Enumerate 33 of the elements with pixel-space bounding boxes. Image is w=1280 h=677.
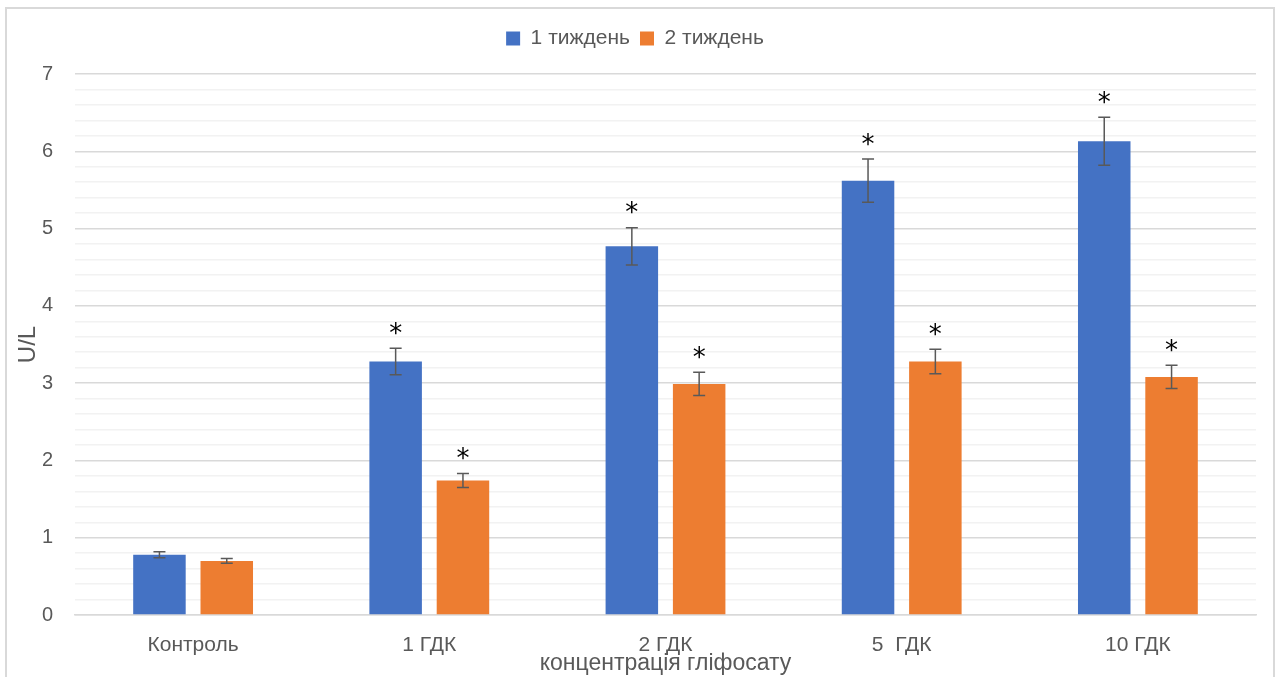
y-tick-label: 5 [41,216,53,239]
y-tick-label: 3 [41,370,53,393]
y-tick-label: 4 [41,293,53,316]
x-tick-label: Контроль [147,632,239,656]
y-tick-label: 2 [41,447,53,470]
bar [369,361,422,615]
bar [909,361,962,615]
bar [200,560,254,615]
bar [1145,376,1198,615]
data-label: * [861,128,875,159]
bar [605,246,659,615]
y-tick-label: 0 [41,602,53,625]
y-tick-label: 1 [41,525,53,548]
data-label: * [1097,86,1111,117]
x-tick-label: 1 ГДК [402,632,458,656]
bar [1077,141,1131,615]
data-label: * [456,443,470,474]
data-label: * [389,317,403,348]
bar [672,383,726,615]
bar [133,554,186,615]
legend-label: 1 тиждень [530,25,631,49]
data-label: * [1165,334,1179,365]
y-axis-title: U/L [13,325,41,364]
bar [841,180,895,615]
bar [436,480,490,615]
data-label: * [928,318,942,349]
y-tick-label: 6 [41,138,53,161]
data-label: * [692,341,706,372]
legend-label: 2 тиждень [664,25,764,49]
x-tick-label: 5 ГДК [871,632,933,656]
data-label: * [625,197,639,228]
x-tick-label: 10 ГДК [1105,632,1172,656]
y-tick-label: 7 [41,61,53,84]
